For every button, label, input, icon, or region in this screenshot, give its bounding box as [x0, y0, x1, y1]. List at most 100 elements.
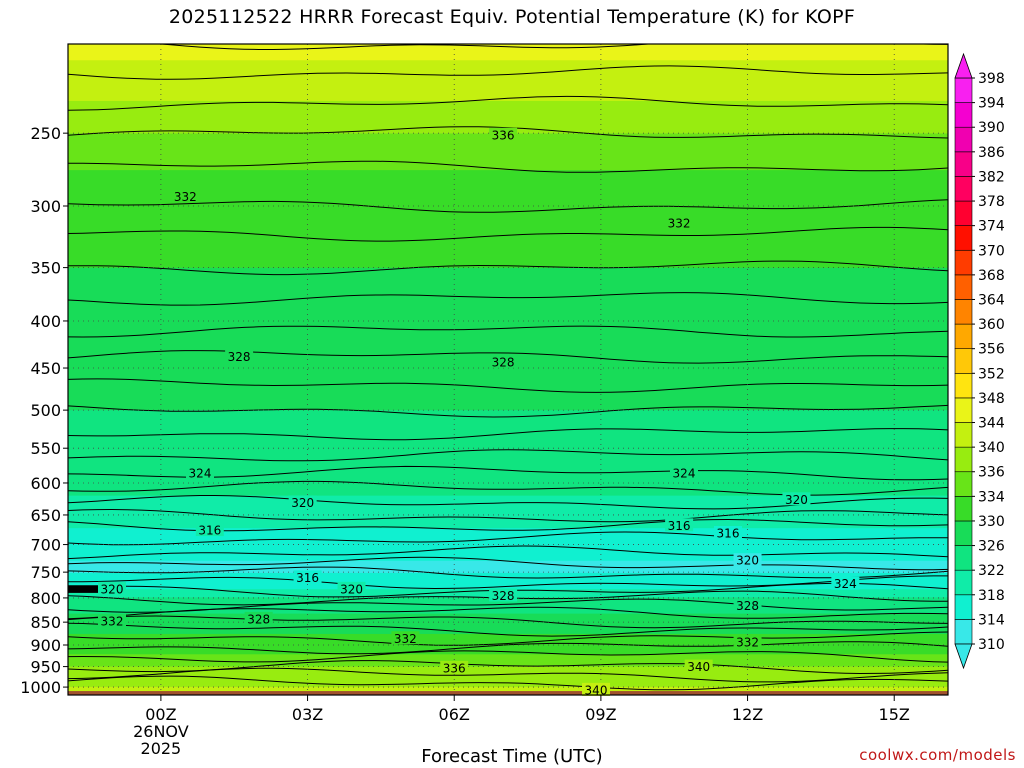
- contour-label-bg: [684, 659, 713, 673]
- theta-band: [68, 145, 948, 151]
- colorbar-label: 386: [978, 145, 1005, 161]
- theta-band: [68, 296, 948, 301]
- theta-band: [68, 678, 948, 684]
- contour-line: [154, 44, 948, 50]
- theta-band: [68, 459, 948, 464]
- theta-band: [68, 84, 948, 90]
- theta-band: [68, 186, 948, 192]
- theta-band: [68, 658, 948, 664]
- theta-band: [68, 556, 948, 562]
- theta-band: [68, 511, 948, 517]
- theta-band: [68, 585, 948, 590]
- theta-band: [68, 450, 948, 456]
- theta-band: [68, 88, 948, 94]
- colorbar-label: 352: [978, 366, 1005, 382]
- contour-label-bg: [733, 634, 762, 648]
- y-axis: 250 300 350 400 450 500 550 600 650 700 750 800 850 9…: [20, 124, 68, 697]
- theta-band: [68, 218, 948, 224]
- theta-band: [68, 613, 948, 619]
- theta-band: [68, 479, 948, 485]
- theta-band: [68, 650, 948, 655]
- contour-label: 332: [668, 216, 691, 230]
- x-tick-label: 03Z: [292, 705, 323, 724]
- colorbar-label: 322: [978, 563, 1005, 579]
- colorbar-label: 326: [978, 539, 1005, 555]
- y-tick-label: 750: [30, 563, 61, 582]
- contour-labels: 336 332 332 328 328 324 324 320 320 316 316 316 320 3…: [98, 127, 860, 697]
- contour-line: [68, 667, 948, 683]
- colorbar-label: 330: [978, 514, 1005, 530]
- theta-band: [68, 495, 948, 501]
- theta-band: [68, 105, 948, 110]
- contour-label: 328: [492, 355, 515, 369]
- theta-band: [68, 275, 948, 281]
- theta-band: [68, 446, 948, 452]
- contour-label-bg: [98, 581, 126, 595]
- theta-band: [68, 161, 948, 167]
- colorbar-arrow-top: [954, 52, 973, 79]
- y-tick-label: 550: [30, 439, 61, 458]
- colorbar-label: 364: [978, 292, 1005, 308]
- colorbar-label: 314: [978, 612, 1005, 628]
- colorbar-segment: [954, 249, 973, 276]
- theta-band: [68, 271, 948, 277]
- contour-line: [68, 556, 948, 571]
- theta-band: [68, 223, 948, 228]
- theta-band: [68, 666, 948, 672]
- theta-band: [68, 284, 948, 289]
- theta-band: [68, 564, 948, 570]
- contour-label: 316: [668, 519, 691, 533]
- contour-label: 320: [736, 554, 759, 568]
- colorbar-segment: [954, 446, 973, 473]
- contour-line: [68, 615, 948, 629]
- theta-band: [68, 487, 948, 493]
- colorbar-label: 368: [978, 268, 1005, 284]
- colorbar-label: 378: [978, 194, 1005, 210]
- contour-line: [68, 566, 948, 579]
- theta-band: [68, 454, 948, 460]
- contour-line: [68, 622, 948, 637]
- contour-label: 320: [785, 493, 808, 507]
- theta-band: [68, 520, 948, 525]
- contour-line: [68, 428, 948, 441]
- theta-band: [68, 48, 948, 53]
- theta-band: [68, 92, 948, 98]
- theta-band: [68, 581, 948, 586]
- theta-band: [68, 491, 948, 497]
- theta-band: [68, 157, 948, 163]
- theta-band: [68, 166, 948, 171]
- contour-line: [68, 292, 948, 306]
- theta-band: [68, 402, 948, 407]
- theta-band: [68, 601, 948, 607]
- x-tick-label: 15Z: [879, 705, 910, 724]
- contour-label: 332: [101, 615, 124, 629]
- colorbar-segment: [954, 373, 973, 399]
- colorbar-segment: [954, 471, 973, 497]
- theta-band: [68, 349, 948, 354]
- theta-band: [68, 153, 948, 159]
- theta-band: [68, 227, 948, 232]
- theta-band: [68, 255, 948, 261]
- theta-band: [68, 577, 948, 582]
- theta-band: [68, 190, 948, 196]
- y-tick-label: 900: [30, 636, 61, 655]
- contour-line: [68, 404, 948, 418]
- theta-band: [68, 406, 948, 411]
- theta-band: [68, 568, 948, 574]
- theta-band: [68, 76, 948, 82]
- contour-line: [68, 325, 948, 338]
- theta-band: [68, 174, 948, 179]
- theta-band: [68, 141, 948, 147]
- contour-line: [68, 575, 948, 590]
- y-tick-label: 600: [30, 474, 61, 493]
- theta-band: [68, 625, 948, 631]
- contour-label: 332: [736, 635, 759, 649]
- colorbar-segment: [954, 200, 973, 226]
- theta-band: [68, 96, 948, 102]
- contour-label-bg: [489, 354, 518, 368]
- theta-band: [68, 381, 948, 387]
- contour-label-bg: [244, 611, 273, 625]
- theta-band: [68, 292, 948, 297]
- theta-band: [68, 324, 948, 330]
